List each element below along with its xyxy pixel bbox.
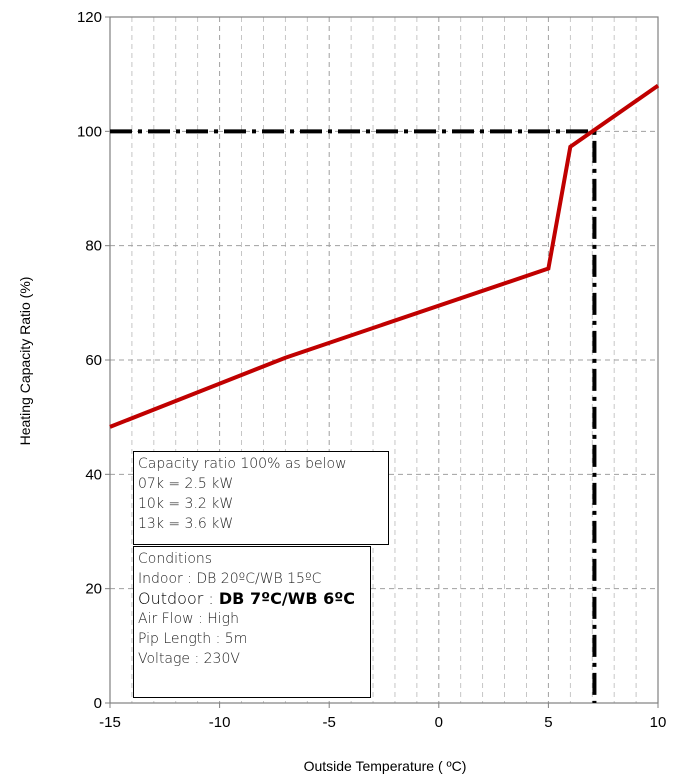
conditions-pipe-length: Pip Length : 5m: [138, 631, 248, 647]
y-axis-ticks: 0 20 40 60 80 100 120: [77, 9, 110, 712]
x-tick-label: 0: [435, 714, 443, 731]
x-tick-label: -15: [99, 714, 121, 731]
conditions-air-flow: Air Flow : High: [138, 611, 239, 627]
y-tick-label: 60: [85, 352, 102, 369]
conditions-box: Conditions Indoor : DB 20ºC/WB 15ºC Outd…: [133, 546, 371, 698]
y-tick-label: 40: [85, 466, 102, 483]
x-tick-label: 10: [650, 714, 667, 731]
x-axis-title: Outside Temperature ( ºC): [304, 758, 467, 774]
capacity-13k: 13k = 3.6 kW: [138, 516, 234, 532]
conditions-title: Conditions: [138, 551, 213, 567]
capacity-ratio-box: Capacity ratio 100% as below 07k = 2.5 k…: [133, 451, 389, 545]
y-tick-label: 0: [94, 695, 102, 712]
y-tick-label: 100: [77, 123, 102, 140]
x-axis-ticks: -15 -10 -5 0 5 10: [99, 703, 666, 731]
capacity-ratio-title: Capacity ratio 100% as below: [138, 456, 347, 472]
capacity-07k: 07k = 2.5 kW: [138, 476, 234, 492]
y-tick-label: 120: [77, 9, 102, 26]
x-tick-label: 5: [544, 714, 552, 731]
conditions-outdoor-label: Outdoor :: [138, 589, 219, 608]
conditions-outdoor: Outdoor : DB 7ºC/WB 6ºC: [138, 589, 366, 609]
x-tick-label: -10: [209, 714, 231, 731]
y-tick-label: 80: [85, 238, 102, 255]
y-axis-title: Heating Capacity Ratio (%): [17, 277, 33, 446]
x-tick-label: -5: [323, 714, 336, 731]
conditions-voltage: Voltage : 230V: [138, 651, 240, 667]
conditions-outdoor-value: DB 7ºC/WB 6ºC: [218, 589, 355, 608]
capacity-10k: 10k = 3.2 kW: [138, 496, 234, 512]
series-lines: [109, 83, 660, 429]
conditions-indoor: Indoor : DB 20ºC/WB 15ºC: [138, 571, 322, 587]
heating-capacity-series-line: [109, 83, 660, 429]
y-tick-label: 20: [85, 581, 102, 598]
